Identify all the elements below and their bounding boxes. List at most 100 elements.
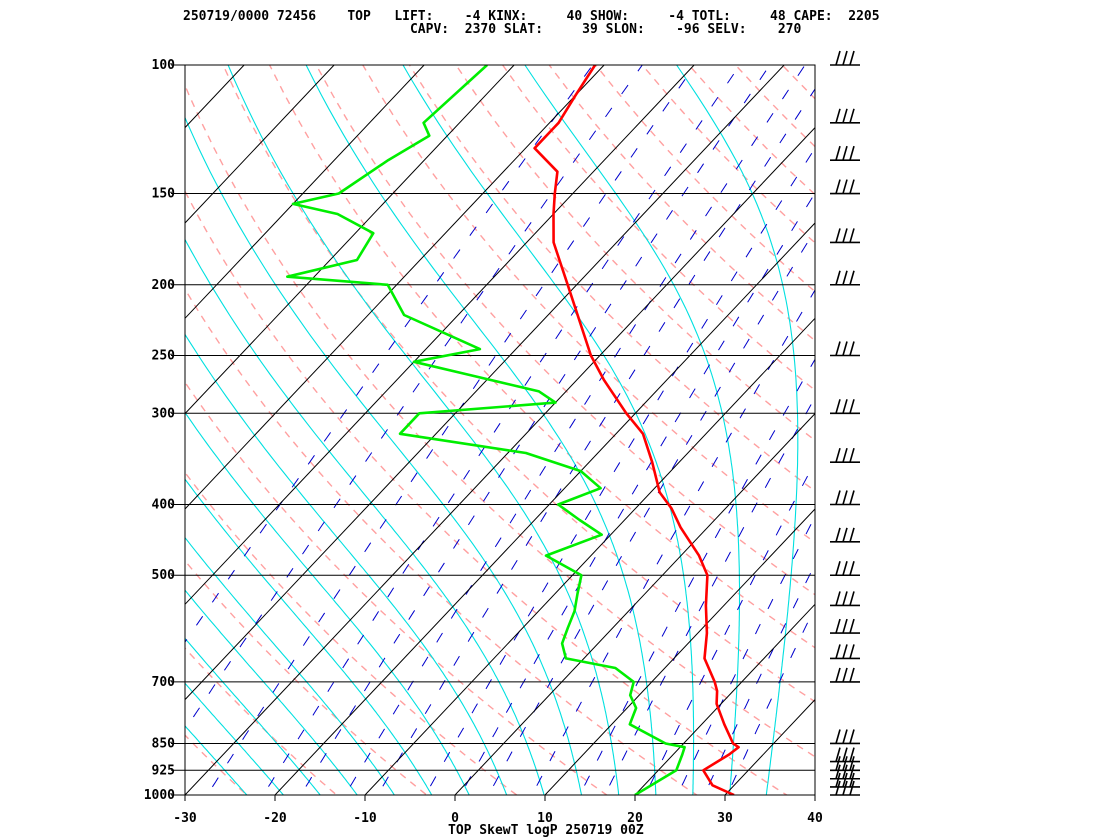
moist-adiabat-line xyxy=(185,536,396,795)
mixing-ratio-line xyxy=(424,147,815,795)
temperature-tick-label: -10 xyxy=(353,811,377,826)
wind-barb xyxy=(830,644,860,660)
dry-adiabat-line xyxy=(185,647,338,795)
wind-barb xyxy=(830,399,860,415)
wind-barb xyxy=(830,618,860,634)
dry-adiabat-line xyxy=(185,559,428,795)
isobar-lines xyxy=(171,64,815,796)
dry-adiabat-line xyxy=(185,83,815,758)
moist-adiabat-line xyxy=(185,589,358,795)
wind-barb xyxy=(830,756,860,772)
mixing-ratio-line xyxy=(579,358,815,795)
wind-barb xyxy=(830,341,860,357)
pressure-tick-label: 100 xyxy=(152,58,176,73)
mixing-ratio-line xyxy=(604,396,815,795)
pressure-tick-label: 400 xyxy=(152,498,176,513)
wind-barb xyxy=(830,270,860,286)
temperature-tick-label: 20 xyxy=(627,811,643,826)
mixing-ratio-line xyxy=(703,563,815,795)
dry-adiabat-line xyxy=(781,65,815,100)
dry-adiabat-line xyxy=(688,65,815,196)
moist-adiabat-line xyxy=(185,725,248,795)
moist-adiabat-line xyxy=(185,682,285,795)
dry-adiabat-line xyxy=(222,65,815,703)
moist-adiabat-line xyxy=(185,637,321,795)
mixing-ratio-line xyxy=(676,515,815,795)
sounding-header: 250719/0000 72456 TOP LIFT: -4 KINX: 40 … xyxy=(183,10,983,40)
temperature-tick-label: 10 xyxy=(537,811,553,826)
wind-barb xyxy=(830,729,860,745)
dry-adiabat-line xyxy=(641,65,815,244)
dry-adiabat-line xyxy=(362,65,815,544)
pressure-tick-label: 850 xyxy=(152,736,176,751)
isotherm-line xyxy=(814,794,815,795)
plot-frame xyxy=(184,64,816,796)
isotherm-line xyxy=(185,126,815,795)
dry-adiabat-line xyxy=(595,65,815,293)
pressure-tick-label: 150 xyxy=(152,187,176,202)
temperature-tick-label: -20 xyxy=(263,811,287,826)
pressure-tick-label: 925 xyxy=(152,763,175,778)
pressure-tick-label: 500 xyxy=(152,568,176,583)
temperature-profile-line xyxy=(533,65,740,795)
mixing-ratio-line xyxy=(185,65,643,731)
wind-barb xyxy=(830,667,860,683)
dry-adiabat-line xyxy=(548,65,815,342)
mixing-ratio-line xyxy=(300,65,771,795)
temperature-tick-label: 30 xyxy=(717,811,733,826)
wind-barb xyxy=(830,764,860,780)
wind-barb xyxy=(830,50,860,66)
mixing-ratio-line xyxy=(344,65,806,795)
moist-adiabat-line xyxy=(305,65,657,795)
moist-adiabat-line xyxy=(185,333,508,795)
pressure-tick-label: 200 xyxy=(152,278,176,293)
mixing-ratio-line xyxy=(459,192,815,795)
wind-barb xyxy=(830,228,860,244)
dry-adiabat-line xyxy=(408,65,815,492)
wind-barb xyxy=(830,447,860,463)
pressure-tick-label: 1000 xyxy=(144,788,175,803)
pressure-tick-label: 300 xyxy=(152,406,176,421)
dry-adiabat-line xyxy=(875,65,1120,811)
isotherm-line xyxy=(185,65,425,320)
wind-barb xyxy=(830,747,860,763)
moist-adiabat-line xyxy=(227,65,620,795)
temperature-tick-label: 0 xyxy=(451,811,459,826)
chart-footer-title: TOP SkewT logP 250719 00Z xyxy=(448,823,644,838)
pressure-tick-label: 700 xyxy=(152,675,176,690)
dewpoint-profile-line xyxy=(285,65,686,795)
pressure-tick-label: 250 xyxy=(152,348,176,363)
isotherm-line xyxy=(544,508,815,795)
header-line-2: CAPV: 2370 SLAT: 39 SLON: -96 SELV: 270 xyxy=(183,22,802,37)
isotherm-line xyxy=(0,65,154,810)
isotherm-line xyxy=(274,222,815,795)
isotherm-line xyxy=(185,65,605,510)
wind-barb xyxy=(830,145,860,161)
isotherm-line xyxy=(185,65,515,415)
isotherm-line xyxy=(454,412,815,795)
dry-adiabat-line xyxy=(185,287,698,795)
dry-adiabat-line xyxy=(185,471,518,795)
isotherm-line xyxy=(724,698,815,795)
dry-adiabat-line xyxy=(829,65,1120,811)
profile-lines xyxy=(285,65,740,795)
wind-barb xyxy=(830,780,860,796)
wind-barb xyxy=(830,591,860,607)
temperature-tick-label: 40 xyxy=(807,811,823,826)
dry-adiabat-line xyxy=(315,65,815,596)
isotherm-line xyxy=(185,65,695,606)
isotherm-line xyxy=(364,317,815,795)
moist-adiabat-line xyxy=(185,478,433,795)
isotherm-line xyxy=(185,65,335,224)
isotherm-line xyxy=(0,65,64,810)
moist-adiabat-line xyxy=(185,116,583,795)
isotherm-line xyxy=(185,65,245,129)
wind-barb xyxy=(830,561,860,577)
isotherm-line xyxy=(634,603,815,795)
mixing-ratio-line xyxy=(644,461,815,795)
moist-adiabat-line xyxy=(185,238,545,795)
mixing-ratio-line xyxy=(262,65,741,795)
wind-barb xyxy=(830,527,860,543)
wind-barbs xyxy=(830,50,860,796)
